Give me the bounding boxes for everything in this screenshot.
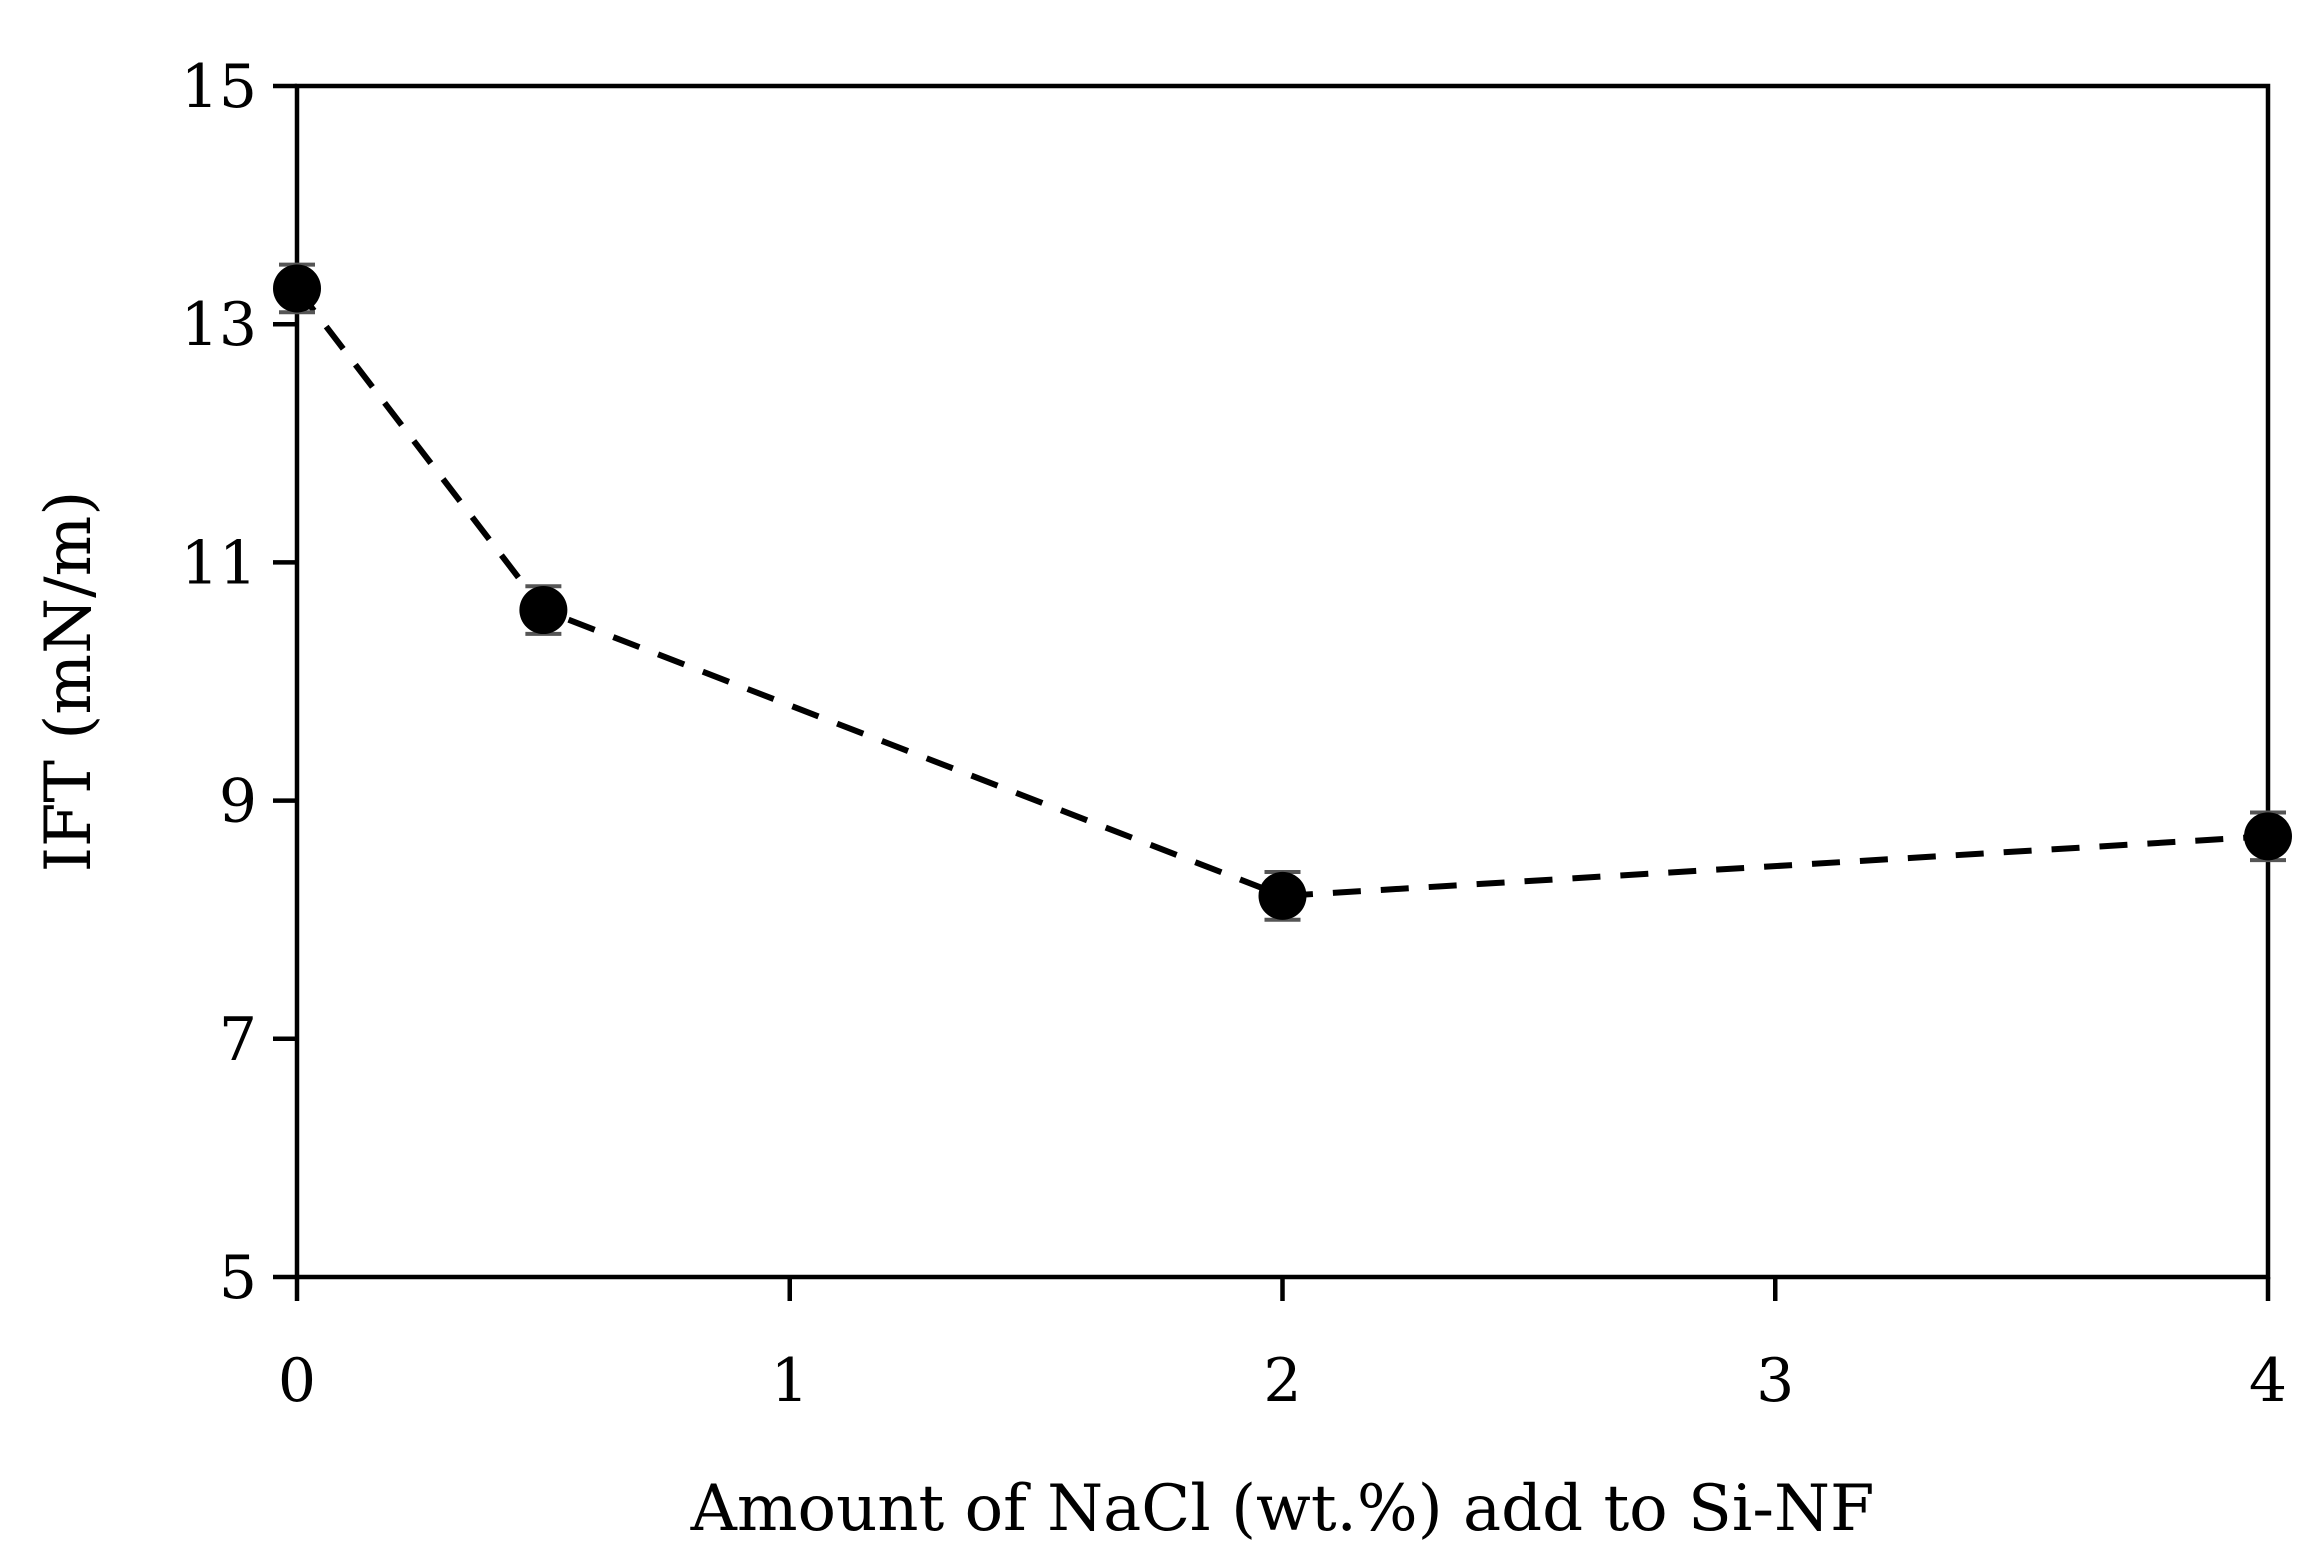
y-axis-title: IFT (mN/m) bbox=[32, 491, 106, 873]
plot-area-border bbox=[294, 83, 2271, 1280]
y-tick-label: 5 bbox=[219, 1243, 257, 1313]
x-tick-label: 4 bbox=[2249, 1346, 2287, 1416]
y-tick-label: 9 bbox=[219, 767, 257, 837]
x-axis-ticks: 0 1 2 3 4 bbox=[278, 1277, 2287, 1416]
x-tick-label: 1 bbox=[771, 1346, 809, 1416]
y-tick-label: 11 bbox=[181, 528, 257, 598]
x-tick-label: 2 bbox=[1263, 1346, 1301, 1416]
y-tick-label: 13 bbox=[181, 290, 257, 360]
plot-frame bbox=[294, 83, 2271, 1280]
y-tick-label: 15 bbox=[181, 52, 257, 122]
data-point bbox=[519, 586, 568, 635]
x-axis-title: Amount of NaCl (wt.%) add to Si-NF bbox=[690, 1472, 1875, 1546]
x-tick-label: 3 bbox=[1756, 1346, 1794, 1416]
y-tick-label: 7 bbox=[219, 1005, 257, 1075]
data-point bbox=[273, 264, 321, 313]
series-layer bbox=[273, 262, 2292, 922]
data-point bbox=[1258, 871, 1307, 920]
data-point bbox=[2244, 812, 2292, 861]
y-axis-ticks: 5 7 9 11 13 15 bbox=[181, 52, 297, 1313]
series-line bbox=[294, 286, 2269, 899]
x-tick-label: 0 bbox=[278, 1346, 316, 1416]
